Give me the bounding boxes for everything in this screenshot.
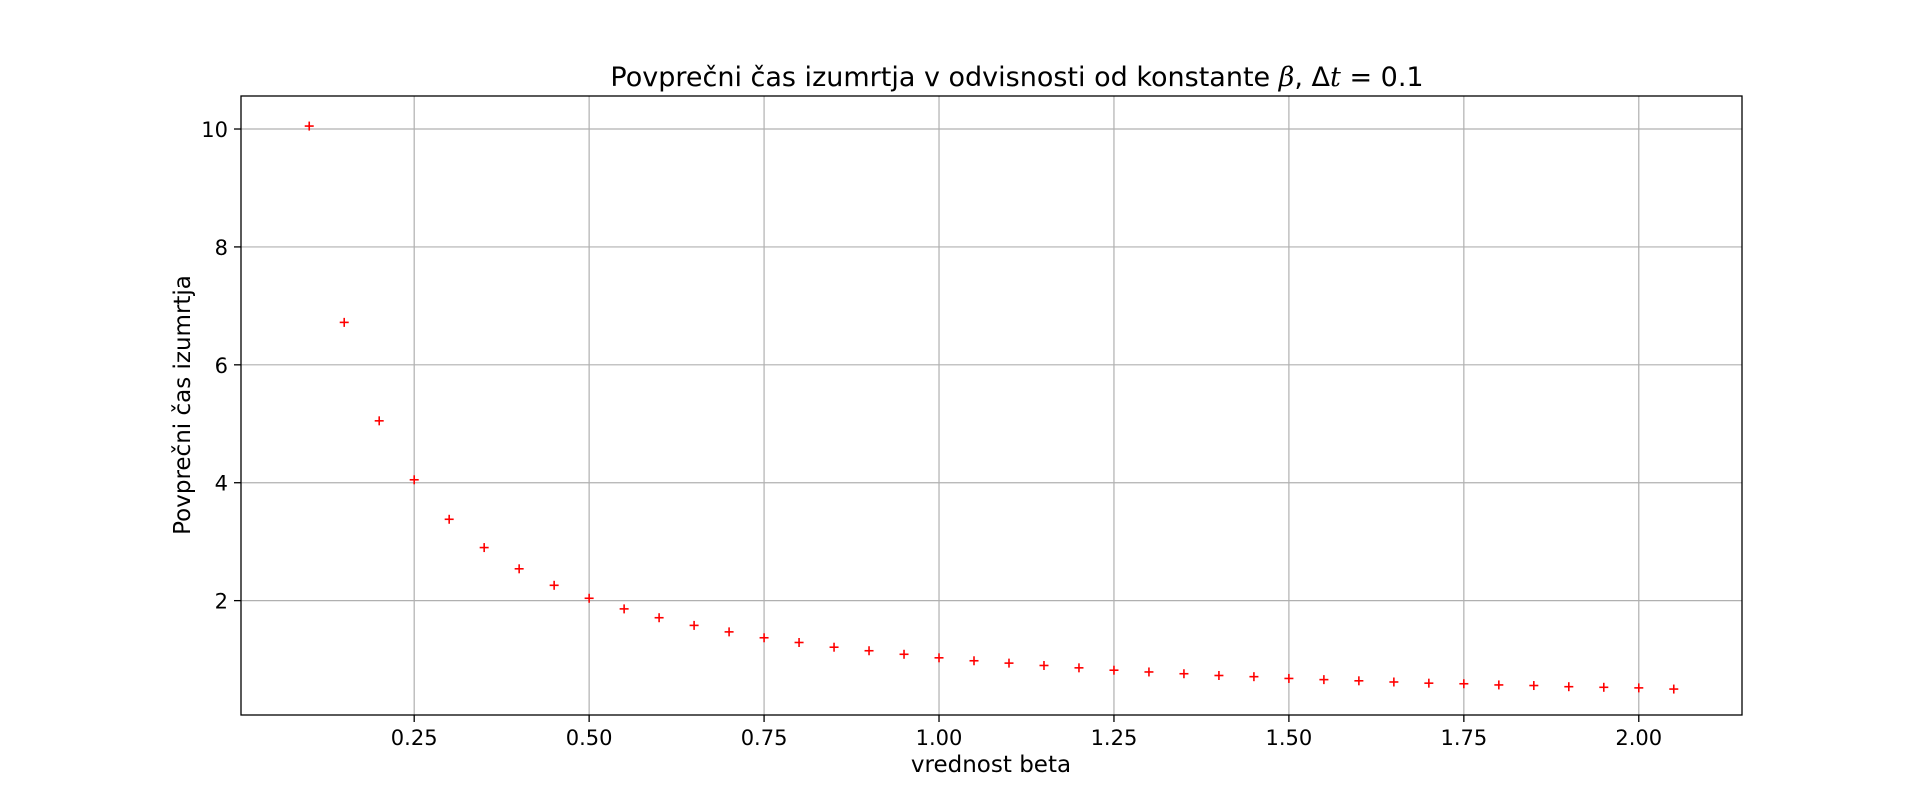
data-point — [339, 317, 349, 327]
x-tick-label: 2.00 — [1615, 726, 1662, 750]
data-point — [1669, 684, 1679, 694]
data-point — [549, 580, 559, 590]
data-point — [1284, 673, 1294, 683]
y-tick-label: 2 — [215, 590, 228, 614]
data-point — [1424, 678, 1434, 688]
x-tick-label: 0.25 — [391, 726, 438, 750]
x-tick-label: 0.75 — [741, 726, 788, 750]
data-point — [689, 620, 699, 630]
data-point — [444, 514, 454, 524]
x-axis-label: vrednost beta — [911, 752, 1071, 778]
data-point — [1564, 682, 1574, 692]
data-point — [1459, 679, 1469, 689]
data-point — [304, 121, 314, 131]
y-tick-label: 10 — [201, 118, 228, 142]
data-point — [829, 642, 839, 652]
data-point — [654, 613, 664, 623]
data-point — [1354, 676, 1364, 686]
data-point — [409, 475, 419, 485]
data-point — [934, 653, 944, 663]
data-point — [1004, 658, 1014, 668]
data-point — [514, 564, 524, 574]
data-point — [1599, 682, 1609, 692]
data-points — [304, 121, 1679, 694]
data-point — [724, 627, 734, 637]
data-point — [1039, 660, 1049, 670]
y-axis-label: Povprečni čas izumrtja — [170, 275, 196, 535]
data-point — [864, 646, 874, 656]
data-point — [1634, 683, 1644, 693]
data-point — [1214, 671, 1224, 681]
data-point — [619, 604, 629, 614]
y-tick-label: 8 — [215, 236, 228, 260]
data-point — [1144, 667, 1154, 677]
data-point — [1074, 663, 1084, 673]
y-tick-label: 6 — [215, 354, 228, 378]
data-point — [1494, 680, 1504, 690]
data-point — [374, 416, 384, 426]
x-tick-label: 1.50 — [1266, 726, 1313, 750]
data-point — [899, 649, 909, 659]
x-tick-label: 0.50 — [566, 726, 613, 750]
data-point — [1179, 669, 1189, 679]
x-axis-ticks: 0.25 0.50 0.75 1.00 1.25 1.50 1.75 2.00 — [391, 715, 1662, 750]
data-point — [794, 637, 804, 647]
data-point — [1249, 672, 1259, 682]
data-point — [1109, 665, 1119, 675]
data-point — [584, 593, 594, 603]
chart-title: Povprečni čas izumrtja v odvisnosti od k… — [610, 62, 1423, 93]
x-tick-label: 1.75 — [1440, 726, 1487, 750]
data-point — [1529, 681, 1539, 691]
plot-area-frame — [240, 95, 1743, 716]
y-tick-label: 4 — [215, 472, 228, 496]
data-point — [969, 656, 979, 666]
y-axis-ticks: 2 4 6 8 10 — [201, 118, 241, 614]
grid — [241, 96, 1742, 715]
x-tick-label: 1.25 — [1091, 726, 1138, 750]
data-point — [1319, 675, 1329, 685]
data-point — [759, 633, 769, 643]
data-point — [479, 543, 489, 553]
x-tick-label: 1.00 — [916, 726, 963, 750]
data-point — [1389, 677, 1399, 687]
